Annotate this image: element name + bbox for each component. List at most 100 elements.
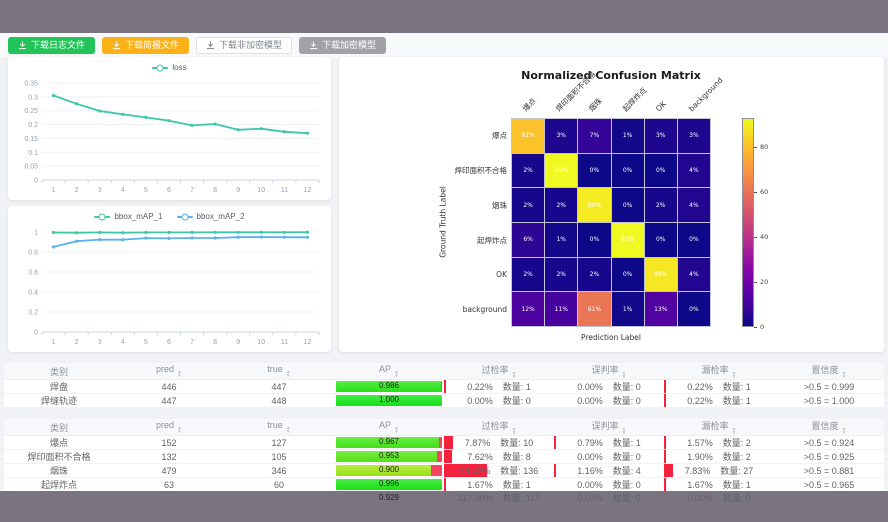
matrix-cell: 0% (578, 223, 611, 257)
ap-value: 0.953 (378, 451, 400, 460)
column-header-置信度[interactable]: 置信度 ▲ ▼ (774, 419, 884, 436)
rate-cell: 0.22% 数量: 1 (444, 379, 554, 394)
download-log-button[interactable]: 下载日志文件 (8, 37, 96, 54)
rate-cell: 0.22% 数量: 1 (664, 379, 774, 394)
svg-text:10: 10 (257, 339, 265, 346)
column-header-true[interactable]: true ▲ ▼ (224, 363, 334, 380)
rate-percent: 1.16% (577, 465, 603, 476)
sort-icon[interactable]: ▲ ▼ (841, 426, 847, 436)
rate-percent: 0.00% (687, 493, 713, 503)
top-chrome-band (0, 0, 888, 33)
download-icon (18, 41, 27, 50)
rate-percent: 0.00% (577, 395, 603, 406)
matrix-cell: 13% (644, 292, 677, 326)
ap-cell: 1.000 (334, 393, 444, 408)
legend-label: bbox_mAP_2 (196, 212, 245, 221)
matrix-cell: 1% (611, 119, 644, 153)
matrix-row-label: 烟珠 (492, 201, 507, 211)
svg-text:3: 3 (98, 187, 102, 194)
rate-bar (444, 478, 446, 491)
column-header-pred[interactable]: pred ▲ ▼ (114, 419, 224, 436)
matrix-cell: 0% (578, 153, 611, 188)
svg-text:0.35: 0.35 (24, 81, 38, 88)
table-row: 焊盘 446 447 0.986 0.22% 数量: 1 0.00% 数量: 0 0.22% 数量… (4, 379, 884, 394)
sort-icon[interactable]: ▲ ▼ (621, 370, 627, 380)
column-header-误判率[interactable]: 误判率 ▲ ▼ (554, 419, 664, 436)
class-name-cell: 焊缝轨迹 (4, 393, 114, 408)
rate-bar (444, 464, 488, 477)
rate-count: 数量: 8 (502, 451, 531, 462)
rate-cell: 39.42% 数量: 136 (444, 463, 554, 478)
rate-bar (444, 380, 446, 393)
rate-bar (664, 478, 666, 491)
legend-marker-icon (152, 64, 169, 71)
legend-item-loss[interactable]: loss (152, 63, 187, 72)
column-header-过检率[interactable]: 过检率 ▲ ▼ (444, 419, 554, 436)
matrix-cell: 0% (677, 223, 710, 257)
colorbar-tick (754, 282, 757, 284)
column-header-过检率[interactable]: 过检率 ▲ ▼ (444, 363, 554, 380)
rate-cell: 7.62% 数量: 8 (444, 449, 554, 464)
ap-remainder-bar (431, 465, 442, 476)
table-row: 焊印面积不合格 132 105 0.953 7.62% 数量: 8 0.00% 数量: 0 1.… (4, 449, 884, 464)
matrix-cell: 0% (644, 153, 677, 188)
rate-bar (444, 436, 453, 449)
rate-percent: 1.67% (467, 479, 493, 490)
matrix-column-label: 起焊炸点 (620, 85, 649, 114)
matrix-cell: 0% (611, 188, 644, 222)
legend-item-bbox_mAP_2[interactable]: bbox_mAP_2 (176, 212, 245, 221)
rate-count: 数量: 2 (722, 437, 751, 448)
sort-icon[interactable]: ▲ ▼ (177, 425, 182, 435)
column-header-true[interactable]: true ▲ ▼ (224, 419, 334, 436)
matrix-cell: 2% (512, 257, 545, 292)
matrix-cell: 3% (644, 119, 677, 153)
svg-text:0.15: 0.15 (24, 136, 38, 143)
matrix-cell: 0% (611, 257, 644, 292)
column-header-pred[interactable]: pred ▲ ▼ (114, 363, 224, 380)
rate-count: 数量: 1 (612, 437, 641, 448)
legend-item-bbox_mAP_1[interactable]: bbox_mAP_1 (94, 212, 163, 221)
rate-count: 数量: 4 (612, 465, 641, 476)
sort-icon[interactable]: ▲ ▼ (511, 370, 517, 380)
colorbar (742, 118, 754, 327)
sort-icon[interactable]: ▲ ▼ (731, 370, 737, 380)
colorbar-tick-label: 60 (760, 188, 769, 197)
download-report-button[interactable]: 下载简报文件 (102, 37, 190, 54)
sort-icon[interactable]: ▲ ▼ (841, 370, 847, 380)
confidence-cell: >0.5 = 0.881 (774, 463, 884, 478)
sort-icon[interactable]: ▲ ▼ (285, 425, 291, 435)
download-plain-model-button[interactable]: 下载非加密模型 (196, 37, 293, 54)
column-header-漏检率[interactable]: 漏检率 ▲ ▼ (664, 363, 774, 380)
svg-text:9: 9 (236, 339, 240, 346)
column-header-误判率[interactable]: 误判率 ▲ ▼ (554, 363, 664, 380)
matrix-row-label: OK (496, 269, 507, 279)
ap-bar (336, 465, 432, 476)
pred-count-cell: 447 (114, 393, 224, 408)
rate-cell: 0.00% 数量: 0 (664, 491, 774, 505)
confidence-cell: >0.5 = 0.999 (774, 379, 884, 394)
download-encrypted-model-button[interactable]: 下载加密模型 (299, 37, 387, 54)
sort-icon[interactable]: ▲ ▼ (511, 426, 517, 436)
rate-cell: 0.22% 数量: 1 (664, 393, 774, 408)
column-header-AP[interactable]: AP ▲ ▼ (334, 363, 444, 380)
ap-cell: 0.900 (334, 463, 444, 478)
column-header-置信度[interactable]: 置信度 ▲ ▼ (774, 363, 884, 380)
sort-icon[interactable]: ▲ ▼ (394, 425, 399, 435)
sort-icon[interactable]: ▲ ▼ (621, 426, 627, 436)
rate-count: 数量: 1 (722, 479, 751, 490)
sort-icon[interactable]: ▲ ▼ (177, 369, 182, 379)
column-header-漏检率[interactable]: 漏检率 ▲ ▼ (664, 419, 774, 436)
ap-value: 0.900 (378, 465, 400, 474)
matrix-cell: 7% (578, 119, 611, 153)
confusion-matrix-ylabel: Ground Truth Label (438, 186, 448, 258)
colorbar-tick (754, 147, 757, 149)
confusion-matrix-xlabel: Prediction Label (581, 333, 641, 342)
rate-count: 数量: 27 (720, 465, 754, 476)
rate-count: 数量: 2 (722, 451, 751, 462)
ap-value: 0.967 (378, 437, 400, 446)
rate-count: 数量: 1 (502, 381, 531, 392)
column-header-AP[interactable]: AP ▲ ▼ (334, 419, 444, 436)
sort-icon[interactable]: ▲ ▼ (285, 369, 291, 379)
sort-icon[interactable]: ▲ ▼ (731, 426, 737, 436)
sort-icon[interactable]: ▲ ▼ (394, 369, 399, 379)
